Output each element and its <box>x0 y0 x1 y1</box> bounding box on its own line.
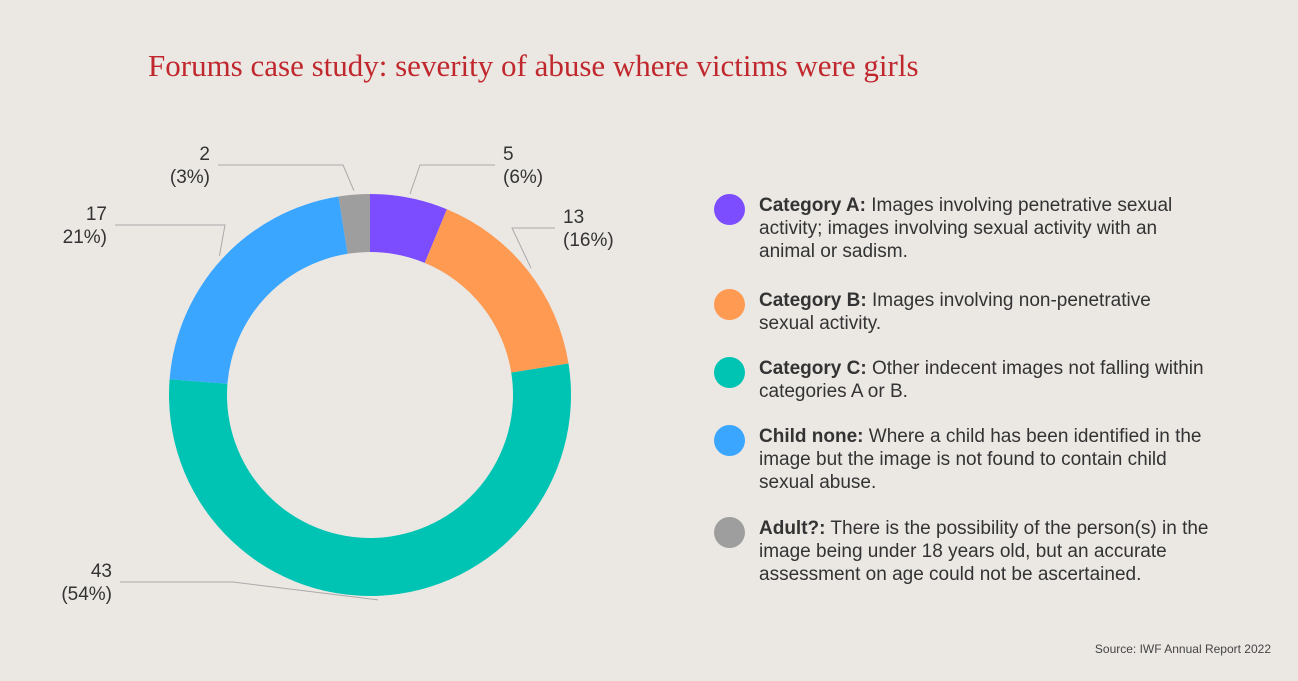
donut-segment <box>169 363 572 597</box>
legend-item: Category A: Images involving penetrative… <box>714 194 1214 263</box>
legend-item: Adult?: There is the possibility of the … <box>714 517 1214 586</box>
leader-line <box>218 164 355 191</box>
legend-label: Category B: <box>759 290 867 311</box>
legend-label: Adult?: <box>759 518 826 539</box>
legend-text: Category B: Images involving non-penetra… <box>759 289 1209 335</box>
percent-label: 21%) <box>63 227 107 248</box>
legend-swatch <box>714 289 745 320</box>
donut-segment <box>169 196 348 384</box>
legend-swatch <box>714 425 745 456</box>
leader-line <box>409 164 495 195</box>
leader-line <box>115 224 226 256</box>
percent-label: (54%) <box>61 584 112 605</box>
legend-item: Category C: Other indecent images not fa… <box>714 357 1214 403</box>
percent-label: (6%) <box>503 167 543 188</box>
data-label: 43 <box>91 561 112 582</box>
data-label: 13 <box>563 207 584 228</box>
donut-segment <box>338 194 370 254</box>
legend-swatch <box>714 517 745 548</box>
percent-label: (3%) <box>170 167 210 188</box>
legend-description: Where a child has been identified in the… <box>759 426 1202 493</box>
legend-swatch <box>714 357 745 388</box>
legend-swatch <box>714 194 745 225</box>
legend-label: Child none: <box>759 426 864 447</box>
legend-label: Category C: <box>759 358 867 379</box>
donut-segment <box>424 209 569 373</box>
donut-segment <box>370 194 447 263</box>
legend-description: There is the possibility of the person(s… <box>759 518 1209 585</box>
data-label: 17 <box>86 204 107 225</box>
legend-text: Category C: Other indecent images not fa… <box>759 357 1209 403</box>
data-label: 5 <box>503 144 514 165</box>
legend-label: Category A: <box>759 195 866 216</box>
legend-text: Child none: Where a child has been ident… <box>759 425 1209 494</box>
leader-line <box>511 227 555 269</box>
legend-item: Child none: Where a child has been ident… <box>714 425 1214 494</box>
leader-line <box>120 581 379 601</box>
percent-label: (16%) <box>563 230 614 251</box>
legend-description: Other indecent images not falling within… <box>759 358 1204 402</box>
legend-description: Images involving non-penetrative sexual … <box>759 290 1151 334</box>
data-label: 2 <box>199 144 210 165</box>
chart-title: Forums case study: severity of abuse whe… <box>148 48 919 83</box>
legend-item: Category B: Images involving non-penetra… <box>714 289 1214 335</box>
legend-description: Images involving penetrative sexual acti… <box>759 195 1173 262</box>
legend-text: Adult?: There is the possibility of the … <box>759 517 1209 586</box>
source: Source: IWF Annual Report 2022 <box>1094 642 1271 656</box>
legend-text: Category A: Images involving penetrative… <box>759 194 1209 263</box>
